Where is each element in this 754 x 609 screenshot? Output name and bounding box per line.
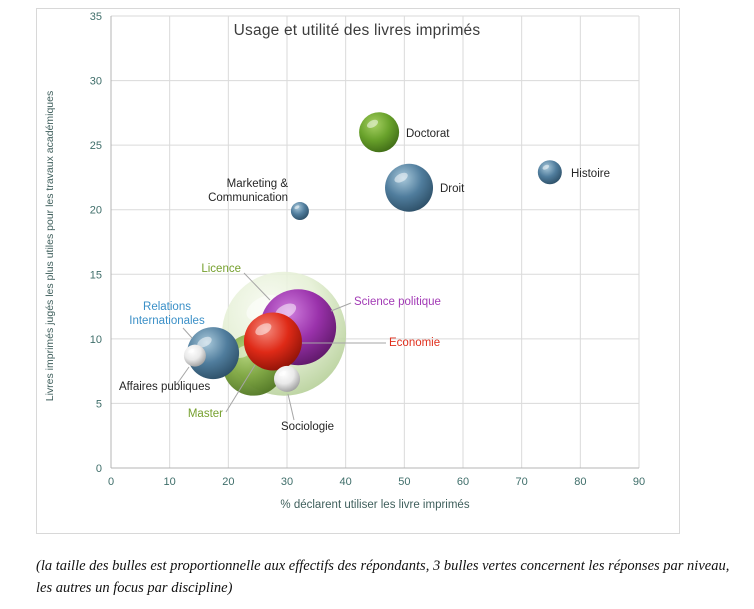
x-tick-label: 10 (164, 476, 176, 488)
bubble-label-master: Master (188, 408, 223, 420)
bubble-label-sociologie: Sociologie (281, 421, 334, 433)
leader-line-science-politique (330, 302, 352, 312)
bubble-gloss-doctorat (366, 119, 379, 128)
leader-line-master (225, 364, 256, 413)
bubble-label-economie: Economie (389, 337, 440, 349)
y-axis-title: Livres imprimés jugés les plus utiles po… (44, 90, 56, 402)
bubble-affaires-publiques (183, 344, 206, 367)
x-tick-label: 30 (281, 476, 293, 488)
bubble-gloss-droit (394, 172, 408, 183)
bubble-gloss-relations-internationales (197, 336, 212, 348)
bubble-label-relations-internationales: Relations Internationales (129, 301, 205, 327)
y-tick-label: 5 (96, 398, 102, 410)
bubble-droit (385, 163, 434, 212)
bubble-marketing-communication (290, 202, 309, 221)
bubble-gloss-economie (255, 323, 272, 336)
bubble-economie (243, 312, 302, 371)
x-tick-label: 0 (108, 476, 114, 488)
chart-title: Usage et utilité des livres imprimés (233, 22, 481, 39)
bubble-gloss-marketing-communication (294, 205, 300, 210)
leader-line-licence (243, 272, 271, 301)
bubble-gloss-sociologie (279, 370, 287, 377)
y-tick-label: 10 (90, 334, 102, 346)
bubble-histoire (537, 160, 562, 185)
leader-line-relations-internationales (182, 327, 193, 339)
bubble-gloss-histoire (542, 164, 550, 170)
bubble-sociologie (274, 365, 300, 392)
x-tick-label: 40 (340, 476, 352, 488)
bubble-label-droit: Droit (440, 183, 465, 195)
bubble-gloss-affaires-publiques (188, 348, 195, 354)
y-tick-label: 30 (90, 76, 102, 88)
x-tick-label: 50 (398, 476, 410, 488)
y-tick-label: 25 (90, 140, 102, 152)
bubble-label-affaires-publiques: Affaires publiques (119, 381, 210, 393)
y-tick-label: 35 (90, 11, 102, 23)
bubble-chart-svg: 0 10 20 30 40 50 60 70 80 90 0 5 10 15 20 25 30 35 Licence… (90, 11, 645, 488)
x-tick-label: 90 (633, 476, 645, 488)
y-tick-label: 20 (90, 205, 102, 217)
chart-area: 0 10 20 30 40 50 60 70 80 90 0 5 10 15 20 25 30 35 Licence… (36, 8, 680, 534)
x-tick-label: 60 (457, 476, 469, 488)
x-tick-label: 80 (574, 476, 586, 488)
bubble-label-doctorat: Doctorat (406, 128, 450, 140)
leader-line-sociologie (287, 393, 295, 421)
y-tick-label: 0 (96, 463, 102, 475)
x-tick-label: 20 (222, 476, 234, 488)
x-axis-title: % déclarent utiliser les livre imprimés (280, 499, 470, 511)
bubble-label-marketing-communication: Marketing & Communication (208, 178, 288, 204)
bubble-label-licence: Licence (201, 263, 241, 275)
bubble-label-science-politique: Science politique (354, 296, 441, 308)
bubble-label-histoire: Histoire (571, 168, 610, 180)
leader-line-affaires-publiques (176, 366, 190, 385)
y-tick-label: 15 (90, 269, 102, 281)
chart-caption: (la taille des bulles est proportionnell… (36, 558, 730, 596)
x-tick-label: 70 (516, 476, 528, 488)
bubble-doctorat (359, 112, 400, 153)
